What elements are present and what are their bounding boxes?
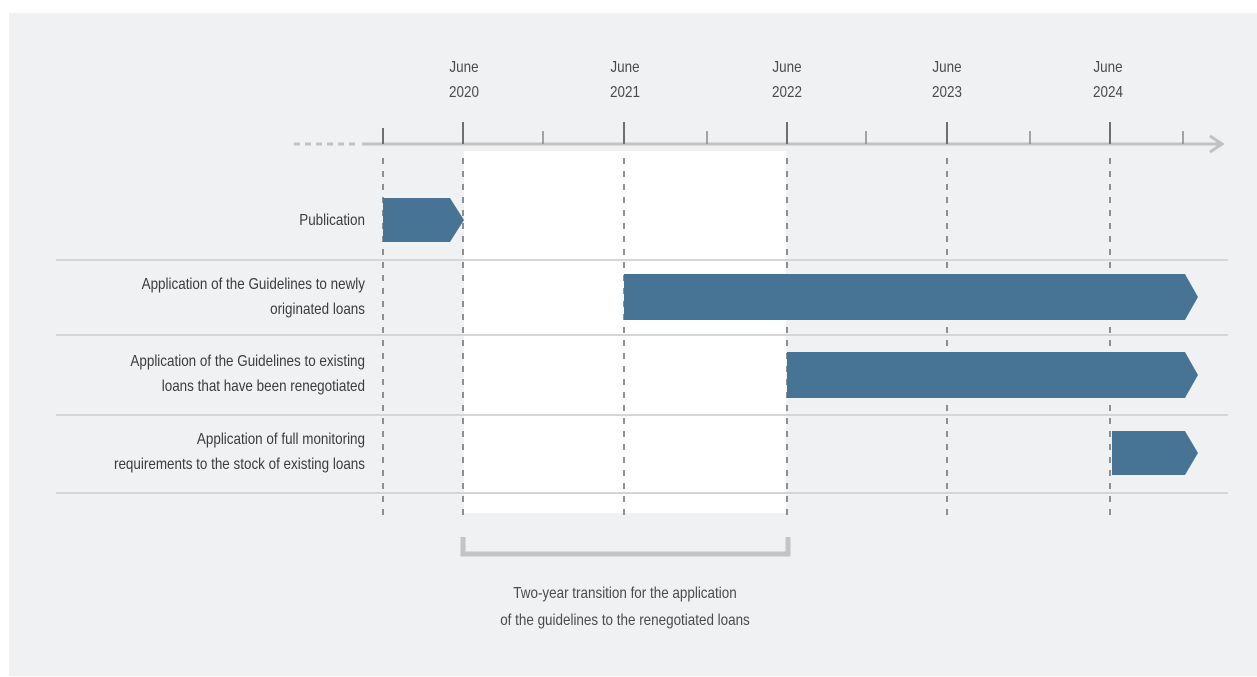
- transition-highlight: [464, 151, 786, 513]
- transition-bracket: [460, 537, 791, 557]
- row-label-new-loans: Application of the Guidelines to newly o…: [141, 276, 365, 318]
- period-label-2024: June 2024: [1093, 59, 1123, 101]
- row-label-existing-stock: Application of full monitoring requireme…: [113, 431, 365, 473]
- bar-renegotiated-loans: [787, 352, 1198, 398]
- period-label-2020: June 2020: [449, 59, 479, 101]
- period-label-2023: June 2023: [932, 59, 962, 101]
- bar-existing-stock: [1112, 431, 1198, 475]
- row-label-renegotiated-loans: Application of the Guidelines to existin…: [130, 353, 365, 395]
- transition-note: Two-year transition for the application …: [500, 585, 750, 629]
- row-label-publication: Publication: [299, 212, 365, 229]
- bar-new-loans: [624, 274, 1198, 320]
- bar-publication: [383, 198, 464, 242]
- period-label-2021: June 2021: [610, 59, 640, 101]
- period-label-2022: June 2022: [772, 59, 802, 101]
- axis-arrowhead: [1209, 134, 1225, 154]
